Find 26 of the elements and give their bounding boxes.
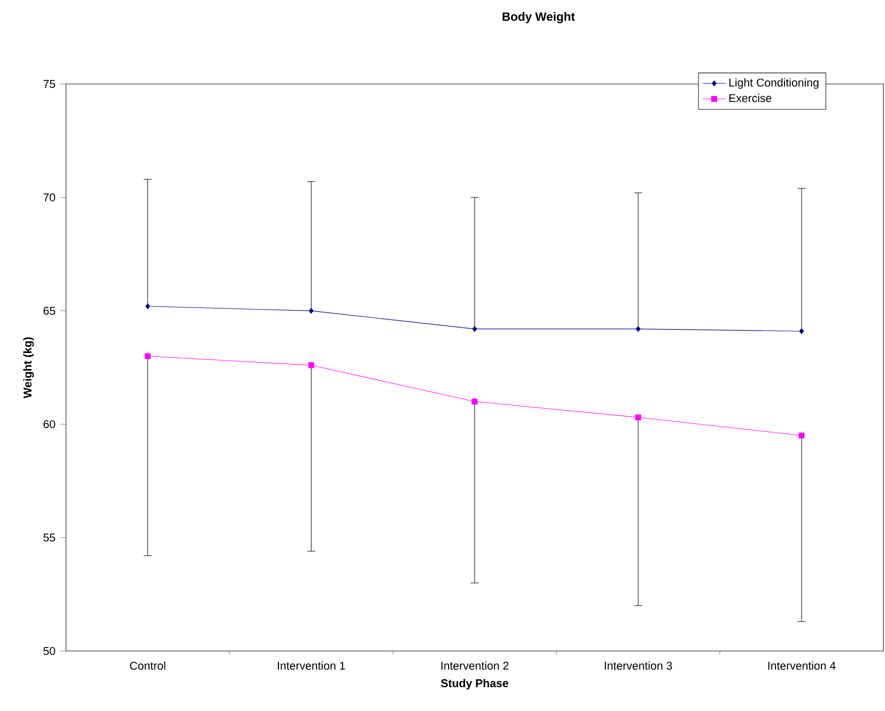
legend-label: Light Conditioning [729, 78, 818, 89]
y-tick-label: 55 [43, 534, 56, 542]
y-tick-label: 60 [44, 420, 56, 428]
x-tick-label: Intervention 2 [441, 661, 508, 670]
x-tick-label: Intervention 1 [278, 661, 345, 670]
point [145, 303, 150, 310]
point [308, 362, 314, 368]
point [636, 326, 640, 332]
point [799, 328, 804, 334]
point [635, 414, 642, 420]
legend-label: Exercise [729, 94, 772, 102]
y-tick-label: 65 [44, 306, 56, 315]
y-tick-label: 70 [44, 193, 56, 202]
point [144, 353, 151, 360]
y-tick-label: 50 [43, 646, 56, 656]
point [472, 398, 478, 404]
x-tick-label: Control [130, 661, 166, 670]
x-tick-label: Intervention 4 [768, 661, 836, 670]
x-axis-title: Study Phase [440, 678, 508, 690]
point [798, 432, 805, 438]
chart-title: Body Weight [502, 12, 575, 24]
point [472, 326, 477, 332]
x-tick-label: Intervention 3 [604, 661, 672, 670]
y-axis-title: Weight (kg) [23, 337, 34, 398]
point [308, 308, 314, 314]
y-tick-label: 75 [44, 80, 56, 88]
